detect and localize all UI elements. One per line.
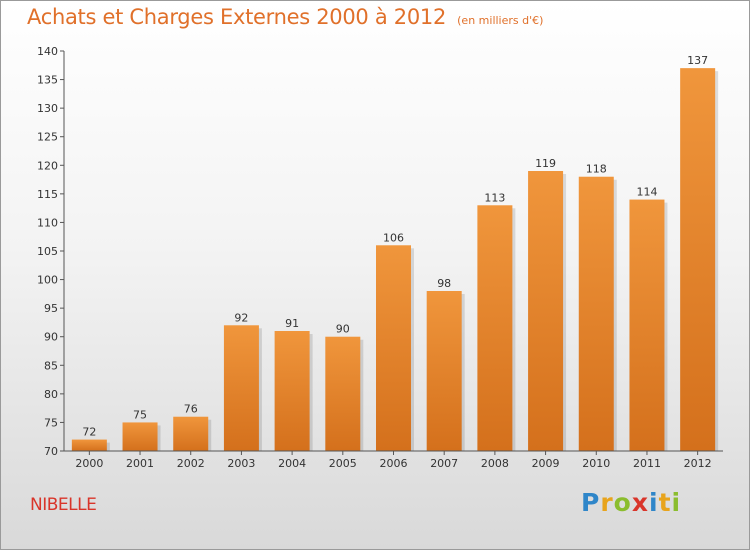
bar — [376, 245, 411, 451]
bar — [223, 325, 259, 451]
brand-logo: Proxiti — [581, 488, 681, 517]
y-tick-label: 135 — [37, 74, 58, 87]
y-tick-label: 75 — [44, 416, 58, 429]
bar — [122, 422, 158, 451]
data-label: 98 — [437, 277, 451, 290]
x-tick-label: 2000 — [75, 457, 103, 470]
x-tick-label: 2005 — [329, 457, 357, 470]
data-label: 76 — [184, 403, 198, 416]
y-tick-label: 90 — [44, 331, 58, 344]
data-label: 118 — [586, 163, 607, 176]
x-tick-label: 2001 — [126, 457, 154, 470]
y-tick-label: 70 — [44, 445, 58, 458]
data-label: 92 — [234, 311, 248, 324]
y-tick-label: 110 — [37, 216, 58, 229]
brand-letter: i — [649, 488, 659, 517]
x-tick-label: 2008 — [481, 457, 509, 470]
brand-letter: i — [671, 488, 682, 517]
data-label: 114 — [636, 186, 657, 199]
y-tick-label: 95 — [44, 302, 58, 315]
bar — [71, 439, 107, 451]
x-tick-label: 2012 — [684, 457, 712, 470]
x-tick-label: 2007 — [430, 457, 458, 470]
data-label: 72 — [82, 426, 96, 439]
x-tick-label: 2010 — [582, 457, 610, 470]
bar — [629, 199, 665, 451]
place-name: NIBELLE — [30, 495, 97, 515]
data-label: 91 — [285, 317, 299, 330]
brand-letter: r — [600, 488, 614, 517]
chart-title: Achats et Charges Externes 2000 à 2012 — [27, 5, 447, 29]
x-tick-label: 2009 — [532, 457, 560, 470]
bar — [274, 331, 310, 451]
bar — [477, 205, 513, 451]
data-label: 113 — [484, 191, 505, 204]
y-tick-label: 120 — [37, 159, 58, 172]
bar — [325, 336, 361, 451]
x-tick-label: 2002 — [177, 457, 205, 470]
y-tick-label: 130 — [37, 102, 58, 115]
x-tick-label: 2003 — [227, 457, 255, 470]
y-tick-label: 105 — [37, 245, 58, 258]
data-label: 106 — [383, 231, 404, 244]
data-label: 119 — [535, 157, 556, 170]
data-label: 75 — [133, 408, 147, 421]
y-tick-label: 115 — [37, 188, 58, 201]
bar — [173, 416, 209, 451]
bar — [426, 291, 462, 451]
y-tick-label: 140 — [37, 45, 58, 58]
x-tick-label: 2006 — [380, 457, 408, 470]
y-tick-label: 80 — [44, 388, 58, 401]
bar — [528, 171, 564, 451]
bar — [578, 176, 614, 451]
data-label: 137 — [687, 54, 708, 67]
brand-letter: t — [658, 488, 672, 517]
brand-letter: x — [631, 488, 649, 517]
y-tick-label: 100 — [37, 274, 58, 287]
x-tick-label: 2004 — [278, 457, 306, 470]
title-row: Achats et Charges Externes 2000 à 2012 (… — [27, 5, 543, 29]
bars-layer: 72 75 76 92 91 90 106 98 113 119 118 114 137 — [71, 54, 719, 452]
axes-layer: 70 75 80 85 90 95 100 105 110 115 120 125 130 135 140 2… — [37, 45, 723, 470]
chart-subtitle: (en milliers d'€) — [457, 14, 544, 27]
data-label: 90 — [336, 323, 350, 336]
y-tick-label: 85 — [44, 359, 58, 372]
brand-letter: P — [581, 488, 601, 517]
x-tick-label: 2011 — [633, 457, 661, 470]
y-tick-label: 125 — [37, 131, 58, 144]
bar — [680, 68, 716, 452]
brand-letter: o — [613, 488, 632, 517]
